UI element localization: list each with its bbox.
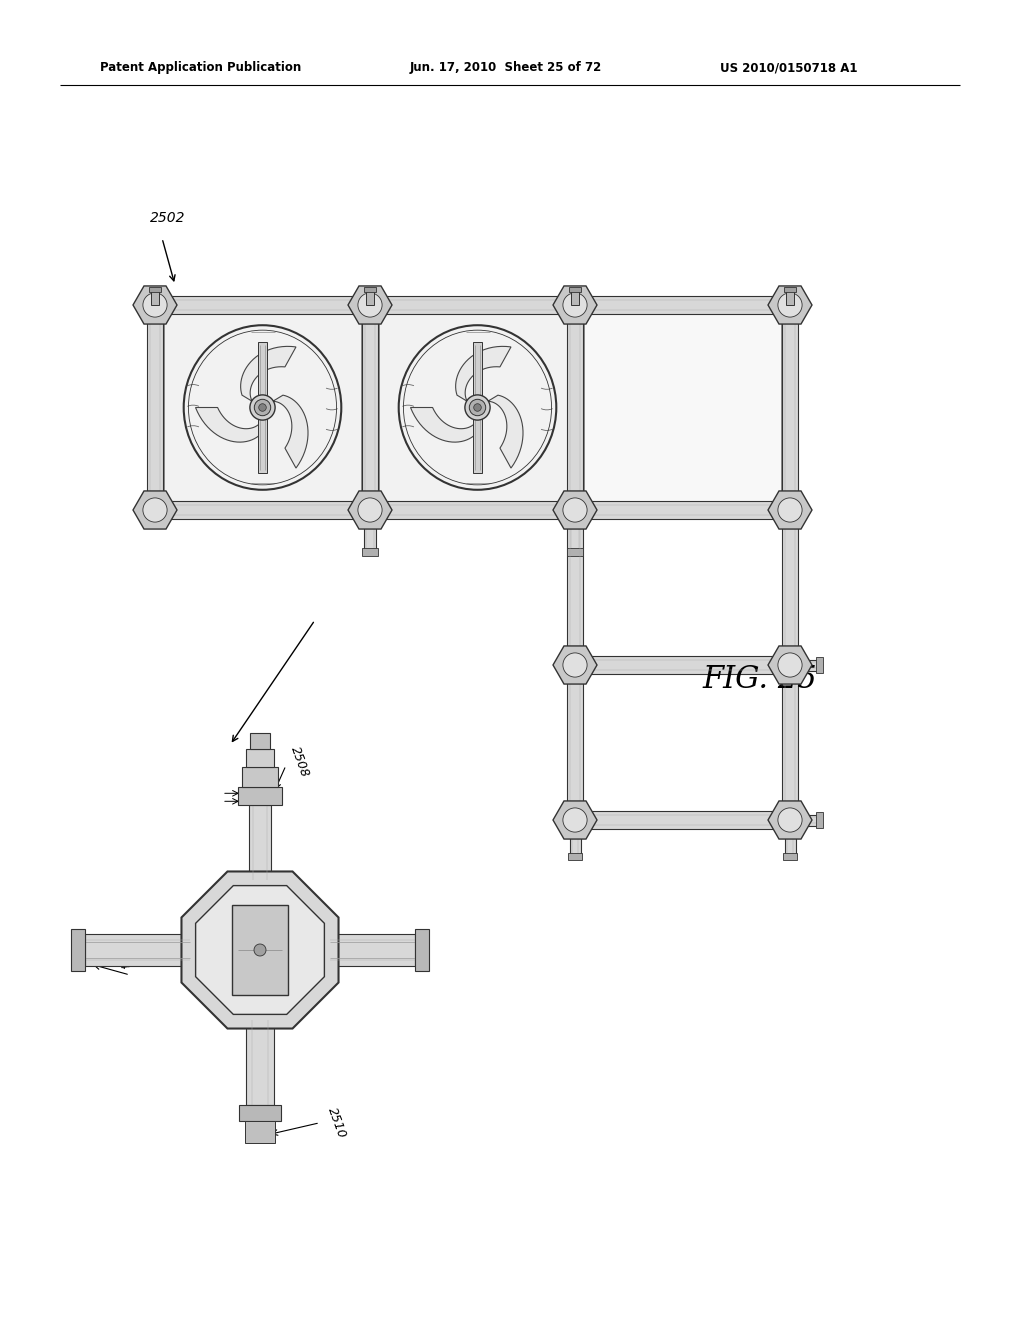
Bar [246,750,274,767]
Bar [365,286,376,292]
Polygon shape [768,286,812,323]
Bar [155,296,790,314]
Circle shape [465,395,490,420]
Polygon shape [553,801,597,840]
Circle shape [563,498,587,523]
Polygon shape [768,491,812,529]
Bar [790,660,818,671]
Bar [782,305,798,510]
Bar [569,286,581,292]
Bar [249,805,271,880]
Polygon shape [133,286,177,323]
Polygon shape [487,395,523,469]
Polygon shape [553,491,597,529]
Circle shape [778,653,802,677]
Bar [258,342,267,474]
Bar [250,734,270,750]
Text: 2510: 2510 [325,1105,348,1140]
Polygon shape [411,408,477,442]
Polygon shape [768,801,812,840]
Circle shape [563,808,587,832]
Bar [242,767,278,787]
Bar [362,548,378,556]
Text: Patent Application Publication: Patent Application Publication [100,62,301,74]
Bar [164,314,361,502]
Bar [567,510,583,820]
Circle shape [474,404,481,412]
Bar [784,286,796,292]
Circle shape [358,498,382,523]
Bar [816,812,823,828]
Bar [575,656,790,675]
Polygon shape [196,886,325,1014]
Polygon shape [272,395,308,469]
Text: FIG. 25: FIG. 25 [702,664,817,696]
Circle shape [254,944,266,956]
Bar [584,314,781,502]
Polygon shape [241,346,296,401]
Circle shape [778,498,802,523]
Circle shape [259,404,266,412]
Bar [415,929,429,970]
Bar [155,502,790,519]
Polygon shape [553,286,597,323]
Polygon shape [456,346,511,401]
Circle shape [778,293,802,317]
Circle shape [143,498,167,523]
Text: 2502: 2502 [150,211,185,224]
Polygon shape [181,871,339,1028]
Bar [816,657,823,673]
Circle shape [143,293,167,317]
Bar [330,935,415,966]
Bar [783,853,797,861]
Bar [569,510,581,550]
Text: 2504: 2504 [108,937,131,973]
Bar [232,906,288,995]
Bar [571,290,579,305]
Bar [366,290,374,305]
Text: US 2010/0150718 A1: US 2010/0150718 A1 [720,62,857,74]
Bar [245,1121,275,1143]
Bar [239,1105,281,1121]
Bar [575,810,790,829]
Bar [85,935,190,966]
Polygon shape [348,286,392,323]
Text: 2508: 2508 [288,744,311,780]
Polygon shape [553,645,597,684]
Circle shape [563,653,587,677]
Bar [238,787,282,805]
Circle shape [563,293,587,317]
Bar [473,342,482,474]
Bar [150,286,161,292]
Bar [567,305,583,510]
Bar [364,510,376,550]
Circle shape [254,400,270,416]
Bar [790,814,818,825]
Circle shape [778,808,802,832]
Bar [786,290,794,305]
Polygon shape [348,491,392,529]
Bar [782,510,798,820]
Polygon shape [196,408,262,442]
Circle shape [469,400,485,416]
Bar [567,548,583,556]
Bar [784,820,796,855]
Bar [568,853,582,861]
Polygon shape [133,491,177,529]
Bar [362,305,378,510]
Bar [72,929,85,970]
Bar [379,314,575,502]
Bar [569,820,581,855]
Polygon shape [768,645,812,684]
Bar [147,305,163,510]
Circle shape [250,395,275,420]
Bar [246,1020,274,1105]
Circle shape [358,293,382,317]
Bar [151,290,159,305]
Text: Jun. 17, 2010  Sheet 25 of 72: Jun. 17, 2010 Sheet 25 of 72 [410,62,602,74]
